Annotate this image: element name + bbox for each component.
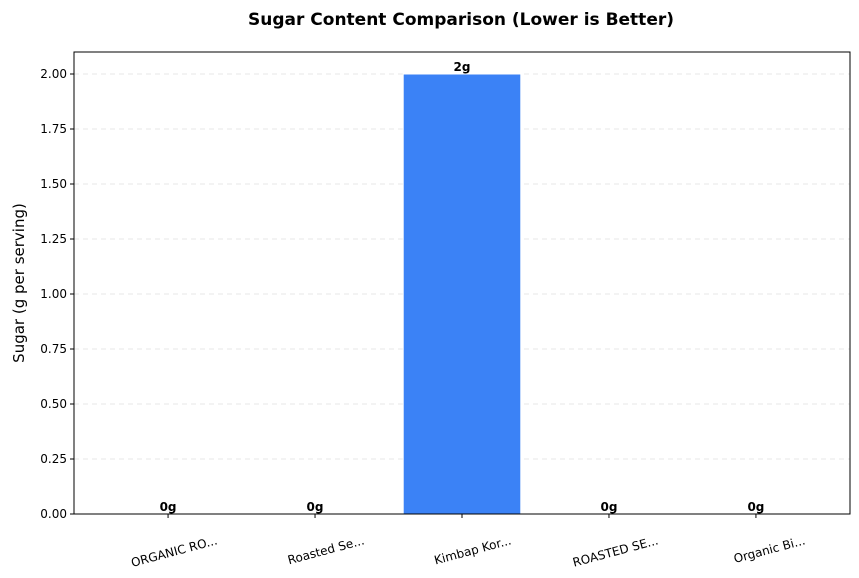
y-tick-label: 2.00 (40, 67, 67, 81)
bar-value-label: 0g (307, 500, 324, 514)
bar-value-label: 0g (747, 500, 764, 514)
x-tick-label: ORGANIC RO... (129, 533, 218, 569)
y-tick-label: 1.25 (40, 232, 67, 246)
y-tick-label: 0.50 (40, 397, 67, 411)
bar-value-label: 2g (454, 60, 471, 74)
y-tick-label: 0.25 (40, 452, 67, 466)
y-tick-label: 0.00 (40, 507, 67, 521)
chart-title: Sugar Content Comparison (Lower is Bette… (248, 10, 674, 30)
y-tick-label: 1.75 (40, 122, 67, 136)
x-tick-label: Roasted Se... (286, 533, 366, 567)
y-tick-label: 1.00 (40, 287, 67, 301)
x-tick-label: Kimbap Kor... (433, 533, 513, 567)
bar (402, 73, 522, 515)
bar-value-label: 0g (160, 500, 177, 514)
bar-value-label: 0g (600, 500, 617, 514)
y-axis-label: Sugar (g per serving) (10, 203, 28, 363)
y-tick-label: 0.75 (40, 342, 67, 356)
y-tick-label: 1.50 (40, 177, 67, 191)
x-tick-label: ROASTED SE... (571, 533, 660, 569)
x-tick-label: Organic Bi... (732, 533, 807, 566)
